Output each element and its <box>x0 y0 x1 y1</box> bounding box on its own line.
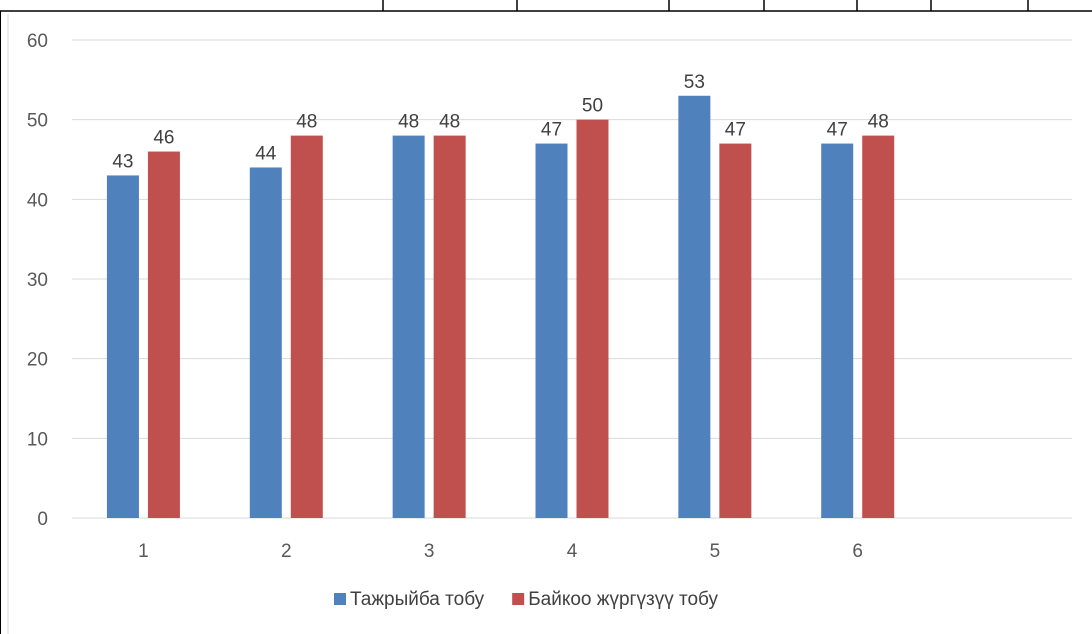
y-tick-label: 0 <box>37 509 48 530</box>
bar-series-2 <box>290 135 323 518</box>
x-tick-label: 4 <box>567 541 578 562</box>
y-tick-label: 40 <box>27 190 48 211</box>
legend-label: Байкоо жүргүзүү тобу <box>528 589 718 610</box>
bar-series-2 <box>147 151 180 519</box>
data-label: 44 <box>255 143 277 164</box>
x-tick-label: 5 <box>710 541 721 562</box>
data-label: 48 <box>868 112 889 133</box>
x-tick-label: 3 <box>424 541 435 562</box>
data-label: 47 <box>541 120 562 141</box>
bar-series-2 <box>862 135 895 518</box>
bar-series-2 <box>433 135 466 518</box>
x-tick-label: 2 <box>281 541 292 562</box>
x-tick-label: 6 <box>852 541 863 562</box>
y-tick-label: 30 <box>27 270 48 291</box>
data-label: 43 <box>112 151 133 172</box>
data-label: 47 <box>827 120 848 141</box>
data-labels: 43 46 44 48 48 48 47 50 53 47 47 48 <box>112 72 888 173</box>
legend-swatch <box>512 593 525 605</box>
bar-series-1 <box>535 143 568 519</box>
bar-series-1 <box>392 135 425 518</box>
bar-series-1 <box>821 143 854 519</box>
y-tick-label: 20 <box>27 350 48 371</box>
bar-series-2 <box>576 119 609 519</box>
legend-label: Тажрыйба тобу <box>350 589 485 610</box>
x-tick-label: 1 <box>138 541 149 562</box>
legend-swatch <box>334 593 346 605</box>
bar-series-1 <box>249 167 282 518</box>
data-label: 50 <box>582 96 603 117</box>
bar-series-1 <box>678 95 711 519</box>
bars <box>106 95 895 519</box>
data-label: 46 <box>153 128 174 149</box>
y-tick-label: 50 <box>27 111 48 132</box>
y-axis-ticks: 0 10 20 30 40 50 60 <box>27 31 48 530</box>
x-axis-ticks: 1 2 3 4 5 6 <box>138 541 863 562</box>
y-tick-label: 60 <box>27 31 48 52</box>
bar-series-2 <box>719 143 752 519</box>
data-label: 48 <box>439 112 460 133</box>
legend: Тажрыйба тобу Байкоо жүргүзүү тобу <box>334 589 718 610</box>
data-label: 48 <box>296 112 317 133</box>
gridlines <box>72 39 1072 519</box>
bar-series-1 <box>106 175 139 518</box>
data-label: 53 <box>684 72 705 93</box>
y-tick-label: 10 <box>27 429 48 450</box>
data-label: 48 <box>398 112 419 133</box>
data-label: 47 <box>725 120 746 141</box>
